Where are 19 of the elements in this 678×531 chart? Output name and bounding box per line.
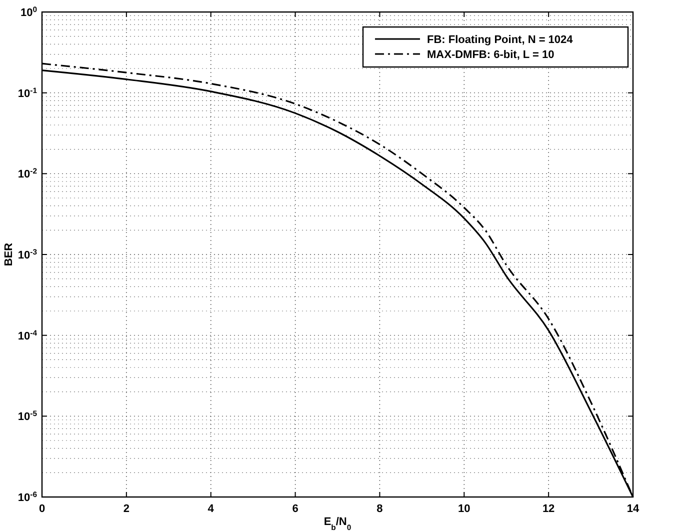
y-tick-label: 10$^{-5}$ [18,408,38,424]
x-tick-label: 8 [376,503,383,515]
y-tick-label: 10$^{0}$ [20,4,37,19]
x-tick-label: 6 [292,503,298,515]
y-axis-title: BER [3,242,15,266]
y-tick-label: 10$^{-1}$ [18,85,38,100]
y-tick-label: 10$^{-4}$ [18,328,38,342]
y-tick-label: 10$^{-2}$ [18,166,37,181]
y-tick-label: 10$^{-3}$ [18,247,37,262]
y-tick-label: 10$^{-6}$ [18,490,37,504]
legend-label: FB: Floating Point, N = 1024 [427,34,574,46]
x-tick-label: 14 [626,503,640,515]
x-axis-title: E$_{b}$/N$_{0}$ [324,516,352,531]
x-tick-label: 2 [123,503,130,515]
x-tick-label: 10 [458,503,470,515]
x-tick-label: 12 [542,503,555,515]
legend-label: MAX-DMFB: 6-bit, L = 10 [427,49,554,61]
x-tick-label: 0 [38,503,46,515]
x-tick-label: 4 [208,503,215,515]
